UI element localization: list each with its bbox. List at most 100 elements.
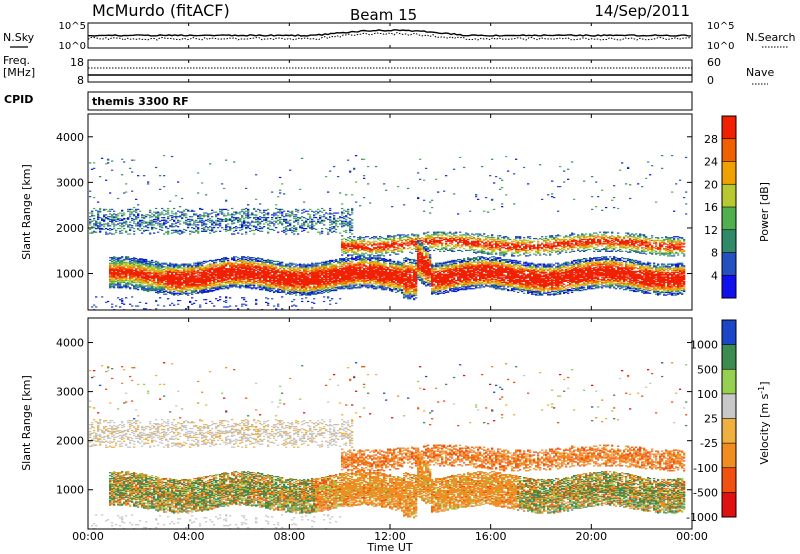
- power-cell: [211, 260, 213, 261]
- power-cell: [259, 203, 261, 204]
- power-cell: [117, 218, 119, 219]
- power-cell: [121, 233, 123, 234]
- power-cell: [357, 255, 359, 256]
- power-cell: [321, 220, 323, 221]
- power-cell: [157, 232, 159, 233]
- power-cell: [349, 261, 351, 262]
- power-cell: [251, 279, 253, 280]
- power-cell: [259, 210, 261, 211]
- power-cell: [209, 277, 211, 278]
- power-cell: [157, 274, 159, 275]
- power-cell: [323, 292, 325, 293]
- power-cell: [271, 262, 273, 263]
- power-cell: [151, 264, 153, 265]
- power-cell: [227, 258, 229, 259]
- power-cell: [347, 237, 349, 238]
- power-cell: [241, 233, 243, 234]
- power-cell: [275, 283, 277, 284]
- power-cell: [307, 271, 309, 272]
- power-cell: [241, 305, 243, 306]
- power-cell: [109, 279, 111, 280]
- power-cell: [147, 227, 149, 228]
- power-cell: [193, 303, 195, 304]
- power-cell: [277, 305, 279, 306]
- power-cell: [127, 278, 129, 279]
- power-cell: [129, 168, 131, 169]
- power-cell: [151, 262, 153, 263]
- power-cell: [135, 209, 137, 210]
- power-cell: [163, 269, 165, 270]
- power-cell: [309, 214, 311, 215]
- power-cell: [153, 233, 155, 234]
- power-cell: [285, 226, 287, 227]
- power-cell: [95, 296, 97, 297]
- rti-figure: McMurdo (fitACF) Beam 15 14/Sep/2011 N.S…: [0, 0, 800, 554]
- power-cell: [333, 221, 335, 222]
- power-cell: [307, 301, 309, 302]
- power-cell: [241, 229, 243, 230]
- power-cell: [345, 265, 347, 266]
- power-cell: [107, 211, 109, 212]
- power-cell: [313, 217, 315, 218]
- power-cell: [267, 217, 269, 218]
- power-cell: [177, 264, 179, 265]
- power-cell: [163, 263, 165, 264]
- power-cell: [299, 286, 301, 287]
- power-cell: [255, 281, 257, 282]
- power-cell: [331, 223, 333, 224]
- power-cell: [201, 264, 203, 265]
- power-cell: [93, 208, 95, 209]
- power-cell: [145, 303, 147, 304]
- power-cell: [127, 217, 129, 218]
- power-cell: [103, 229, 105, 230]
- power-cell: [177, 226, 179, 227]
- power-cell: [307, 290, 309, 291]
- power-cell: [139, 279, 141, 280]
- power-cell: [203, 212, 205, 213]
- power-cell: [217, 218, 219, 219]
- power-cell: [127, 262, 129, 263]
- power-cell: [203, 221, 205, 222]
- power-cell: [93, 220, 95, 221]
- power-cell: [223, 284, 225, 285]
- station-title: McMurdo (fitACF): [92, 1, 230, 20]
- power-cell: [137, 259, 139, 260]
- power-cell: [259, 266, 261, 267]
- power-cell: [239, 218, 241, 219]
- power-cell: [129, 287, 131, 288]
- power-cell: [289, 214, 291, 215]
- power-cell: [185, 220, 187, 221]
- power-cell: [331, 277, 333, 278]
- power-cell: [161, 217, 163, 218]
- power-cell: [169, 305, 171, 306]
- power-cell: [277, 217, 279, 218]
- power-cell: [281, 262, 283, 263]
- power-cell: [117, 228, 119, 229]
- power-cell: [127, 282, 129, 283]
- power-cell: [219, 259, 221, 260]
- power-cell: [327, 219, 329, 220]
- power-cell: [225, 215, 227, 216]
- power-cell: [181, 287, 183, 288]
- power-cell: [291, 294, 293, 295]
- power-cell: [109, 216, 111, 217]
- power-cell: [321, 216, 323, 217]
- power-cell: [337, 266, 339, 267]
- power-cell: [197, 227, 199, 228]
- power-cell: [225, 282, 227, 283]
- power-cell: [273, 215, 275, 216]
- power-cell: [141, 214, 143, 215]
- power-cell: [199, 208, 201, 209]
- power-cell: [303, 264, 305, 265]
- power-cell: [175, 264, 177, 265]
- power-cell: [223, 215, 225, 216]
- power-cell: [121, 300, 123, 301]
- power-cell: [333, 260, 335, 261]
- power-cell: [293, 284, 295, 285]
- power-cell: [219, 222, 221, 223]
- power-cell: [221, 227, 223, 228]
- power-cell: [181, 271, 183, 272]
- power-cell: [305, 211, 307, 212]
- power-cell: [179, 212, 181, 213]
- power-cell: [111, 257, 113, 258]
